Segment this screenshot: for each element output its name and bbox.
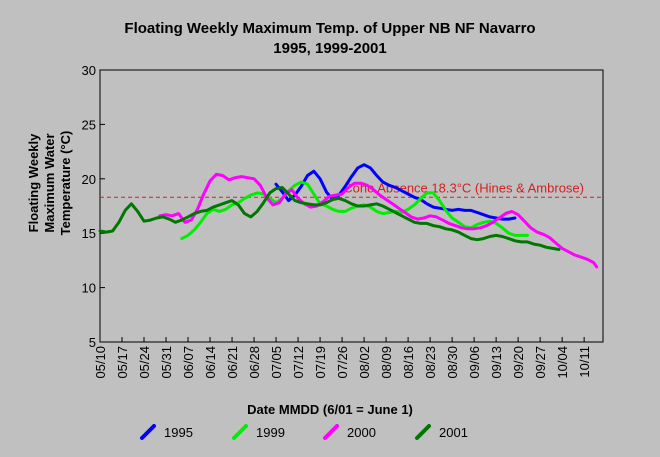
legend-swatch-1995 [140, 424, 156, 440]
x-tick-label: 06/14 [203, 346, 218, 379]
x-tick-label: 08/23 [423, 346, 438, 379]
x-tick-label: 06/28 [247, 346, 262, 379]
series-line-2001 [98, 186, 561, 251]
y-tick-label: 20 [82, 172, 96, 187]
chart-title: Floating Weekly Maximum Temp. of Upper N… [124, 20, 535, 37]
x-tick-label: 05/31 [159, 346, 174, 379]
x-tick-label: 07/05 [269, 346, 284, 379]
x-tick-label: 07/12 [291, 346, 306, 379]
x-tick-label: 09/27 [533, 346, 548, 379]
x-tick-label: 08/09 [379, 346, 394, 379]
x-tick-label: 09/20 [511, 346, 526, 379]
chart-subtitle: 1995, 1999-2001 [273, 40, 386, 57]
y-tick-label: 30 [82, 63, 96, 78]
legend-label-1995: 1995 [164, 425, 193, 440]
x-tick-label: 10/11 [577, 346, 592, 378]
x-axis: 05/10 05/17 05/24 05/31 06/07 06/14 06/21 06/28… [93, 337, 592, 379]
y-axis-label-line-2: Maximum Water [42, 133, 57, 232]
plot-area [99, 69, 604, 343]
y-axis-label-line-1: Floating Weekly [26, 133, 41, 232]
y-axis-label-line-3: Temperature (°C) [58, 131, 73, 236]
legend-swatch-2001 [415, 424, 431, 440]
x-tick-label: 08/30 [445, 346, 460, 379]
x-axis-label: Date MMDD (6/01 = June 1) [247, 402, 413, 417]
x-tick-label: 08/16 [401, 346, 416, 379]
y-tick-label: 25 [82, 117, 96, 132]
x-tick-label: 05/24 [137, 346, 152, 379]
x-tick-label: 06/07 [181, 346, 196, 379]
x-tick-label: 05/10 [93, 346, 108, 379]
x-tick-label: 09/13 [489, 346, 504, 379]
y-axis-label: Floating Weekly Maximum Water Temperatur… [26, 131, 73, 236]
legend-swatch-1999 [232, 424, 248, 440]
y-tick-label: 15 [82, 226, 96, 241]
x-tick-label: 09/06 [467, 346, 482, 379]
legend-swatch-2000 [323, 424, 339, 440]
series-line-2000 [158, 172, 599, 269]
legend-label-1999: 1999 [256, 425, 285, 440]
x-tick-label: 06/21 [225, 346, 240, 379]
series-line-1995 [274, 163, 517, 221]
x-tick-label: 05/17 [115, 346, 130, 379]
x-tick-label: 07/26 [335, 346, 350, 379]
x-tick-label: 08/02 [357, 346, 372, 379]
series-group [98, 163, 599, 269]
x-tick-label: 07/19 [313, 346, 328, 379]
y-tick-label: 5 [89, 335, 96, 350]
y-axis: 5 10 15 20 25 30 [82, 63, 105, 350]
y-tick-label: 10 [82, 281, 96, 296]
x-tick-label: 10/04 [555, 346, 570, 379]
reference-line-group: Coho Absence 18.3°C (Hines & Ambrose) [100, 180, 603, 198]
legend: 1995 1999 2000 2001 [140, 424, 468, 440]
legend-label-2001: 2001 [439, 425, 468, 440]
legend-label-2000: 2000 [347, 425, 376, 440]
